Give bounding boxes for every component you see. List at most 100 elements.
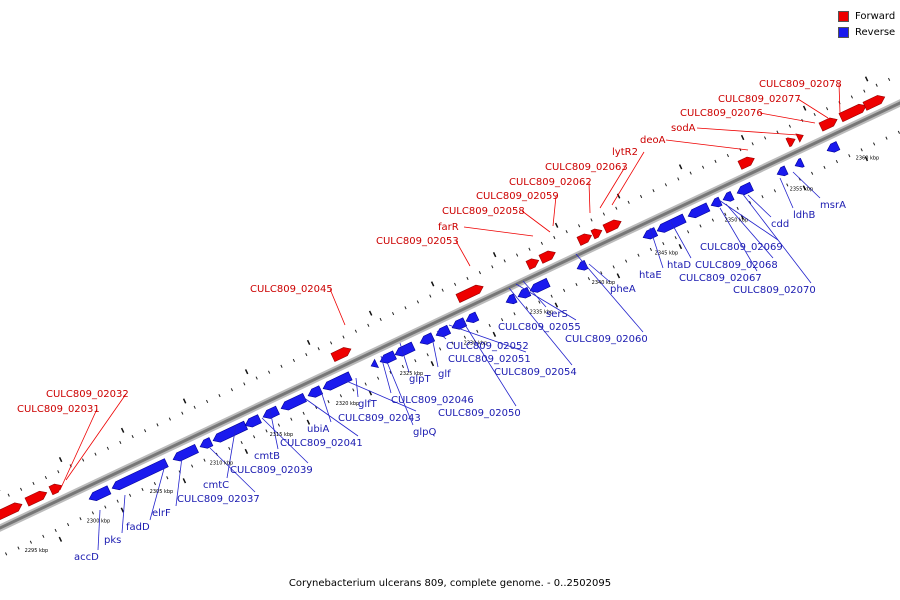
reverse-gene-arrow (794, 157, 805, 168)
major-tick (864, 76, 869, 82)
major-tick (182, 398, 187, 404)
minor-tick (451, 341, 454, 345)
major-tick (120, 427, 125, 433)
reverse-gene-label: accD (74, 552, 99, 563)
minor-tick (352, 388, 355, 392)
reverse-gene-label: CULC809_02041 (280, 438, 363, 449)
reverse-gene-arrow (722, 191, 735, 202)
reverse-gene-label: serS (546, 309, 568, 320)
reverse-leader (226, 424, 237, 479)
minor-tick (265, 429, 268, 433)
major-tick (58, 536, 63, 542)
tick-label: 2355 kbp (790, 187, 814, 193)
reverse-gene-label: CULC809_02055 (498, 322, 581, 333)
minor-tick (79, 517, 82, 521)
reverse-leader (515, 283, 577, 321)
minor-tick (94, 452, 97, 456)
minor-tick (699, 224, 702, 228)
major-tick (120, 507, 125, 513)
minor-tick (401, 364, 404, 369)
forward-leader (759, 112, 816, 124)
forward-gene-arrow (838, 103, 867, 123)
reverse-gene-label: glpQ (413, 427, 436, 438)
minor-tick (414, 359, 417, 363)
minor-tick (491, 265, 494, 269)
reverse-leader (175, 456, 183, 507)
minor-tick (637, 253, 640, 257)
tick-label: 2305 kbp (150, 489, 174, 495)
reverse-gene-arrow (172, 443, 199, 462)
minor-tick (625, 259, 628, 263)
reverse-leader (741, 192, 812, 284)
minor-tick (377, 376, 380, 380)
reverse-gene-label: ldhB (793, 210, 815, 221)
minor-tick (538, 300, 541, 304)
reverse-leader (522, 280, 547, 308)
forward-gene-arrow (795, 133, 804, 143)
minor-tick (711, 218, 714, 222)
forward-gene-label: CULC809_02063 (545, 162, 628, 173)
forward-gene-arrow (818, 117, 838, 132)
minor-tick (392, 312, 395, 316)
forward-gene-label: CULC809_02076 (680, 108, 763, 119)
reverse-gene-label: pks (104, 535, 121, 546)
forward-gene-label: CULC809_02077 (718, 94, 801, 105)
minor-tick (776, 130, 779, 134)
reverse-leader (719, 207, 758, 272)
minor-tick (488, 323, 491, 328)
reverse-gene-arrow (529, 277, 551, 293)
minor-tick (478, 271, 481, 275)
major-tick (368, 310, 373, 316)
reverse-gene-arrow (280, 392, 307, 411)
major-tick (182, 478, 187, 484)
tick-label: 2295 kbp (25, 548, 49, 554)
reverse-gene-label: cmtC (203, 480, 229, 491)
reverse-gene-arrow (776, 165, 789, 177)
minor-tick (466, 276, 469, 281)
minor-tick (203, 458, 206, 462)
minor-tick (689, 171, 692, 175)
minor-tick (575, 282, 578, 287)
minor-tick (404, 306, 407, 310)
forward-leader (552, 195, 557, 227)
major-tick (802, 105, 807, 111)
minor-tick (897, 130, 900, 134)
reverse-gene-arrow (687, 202, 711, 219)
reverse-swatch (838, 26, 849, 38)
minor-tick (553, 235, 556, 240)
minor-tick (590, 218, 593, 222)
minor-tick (463, 335, 466, 339)
reverse-gene-label: cmtB (254, 451, 280, 462)
forward-gene-arrow (48, 483, 63, 496)
forward-leader (59, 408, 98, 491)
minor-tick (550, 294, 553, 298)
minor-tick (540, 241, 543, 245)
minor-tick (141, 487, 144, 492)
tick-label: 2335 kbp (530, 309, 554, 315)
minor-tick (156, 423, 159, 427)
minor-tick (764, 136, 767, 140)
reverse-leader (269, 409, 279, 450)
major-tick (864, 156, 869, 162)
minor-tick (677, 177, 680, 181)
minor-tick (761, 195, 764, 199)
reverse-gene-label: fadD (126, 522, 150, 533)
minor-tick (243, 382, 246, 386)
minor-tick (354, 329, 357, 333)
forward-leader (838, 83, 841, 114)
minor-tick (82, 458, 85, 462)
forward-leader (611, 151, 645, 206)
forward-gene-arrow (455, 284, 484, 303)
minor-tick (875, 83, 878, 87)
minor-tick (290, 417, 293, 421)
minor-tick (57, 470, 60, 474)
reverse-leader (149, 464, 166, 521)
minor-tick (652, 189, 655, 193)
forward-swatch (838, 10, 849, 22)
minor-tick (317, 347, 320, 351)
reverse-leader (355, 377, 359, 398)
minor-tick (813, 112, 816, 117)
tick-label: 2320 kbp (336, 401, 360, 407)
legend-reverse-label: Reverse (855, 26, 896, 38)
minor-tick (674, 236, 677, 240)
